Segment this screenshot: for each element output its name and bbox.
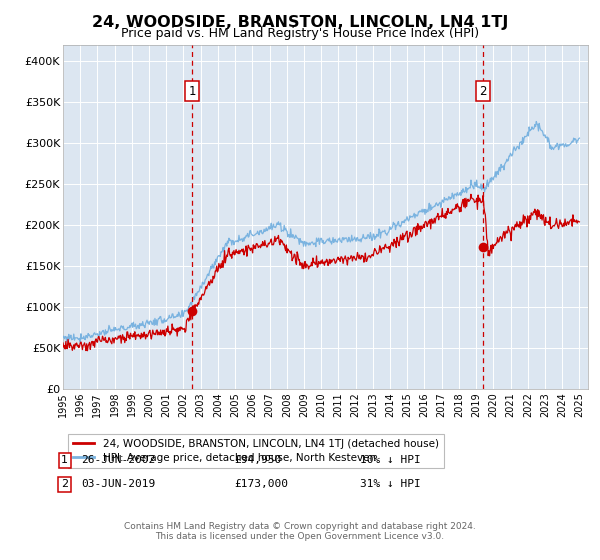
Text: This data is licensed under the Open Government Licence v3.0.: This data is licensed under the Open Gov… xyxy=(155,532,445,541)
Text: £173,000: £173,000 xyxy=(234,479,288,489)
Text: 24, WOODSIDE, BRANSTON, LINCOLN, LN4 1TJ: 24, WOODSIDE, BRANSTON, LINCOLN, LN4 1TJ xyxy=(92,15,508,30)
Text: Contains HM Land Registry data © Crown copyright and database right 2024.: Contains HM Land Registry data © Crown c… xyxy=(124,522,476,531)
Text: 1: 1 xyxy=(61,455,68,465)
Text: 2: 2 xyxy=(61,479,68,489)
Text: £94,950: £94,950 xyxy=(234,455,281,465)
Text: Price paid vs. HM Land Registry's House Price Index (HPI): Price paid vs. HM Land Registry's House … xyxy=(121,27,479,40)
Text: 10% ↓ HPI: 10% ↓ HPI xyxy=(360,455,421,465)
Text: 31% ↓ HPI: 31% ↓ HPI xyxy=(360,479,421,489)
Text: 2: 2 xyxy=(479,85,487,98)
Legend: 24, WOODSIDE, BRANSTON, LINCOLN, LN4 1TJ (detached house), HPI: Average price, d: 24, WOODSIDE, BRANSTON, LINCOLN, LN4 1TJ… xyxy=(68,434,444,468)
Text: 1: 1 xyxy=(188,85,196,98)
Text: 03-JUN-2019: 03-JUN-2019 xyxy=(81,479,155,489)
Text: 26-JUN-2002: 26-JUN-2002 xyxy=(81,455,155,465)
